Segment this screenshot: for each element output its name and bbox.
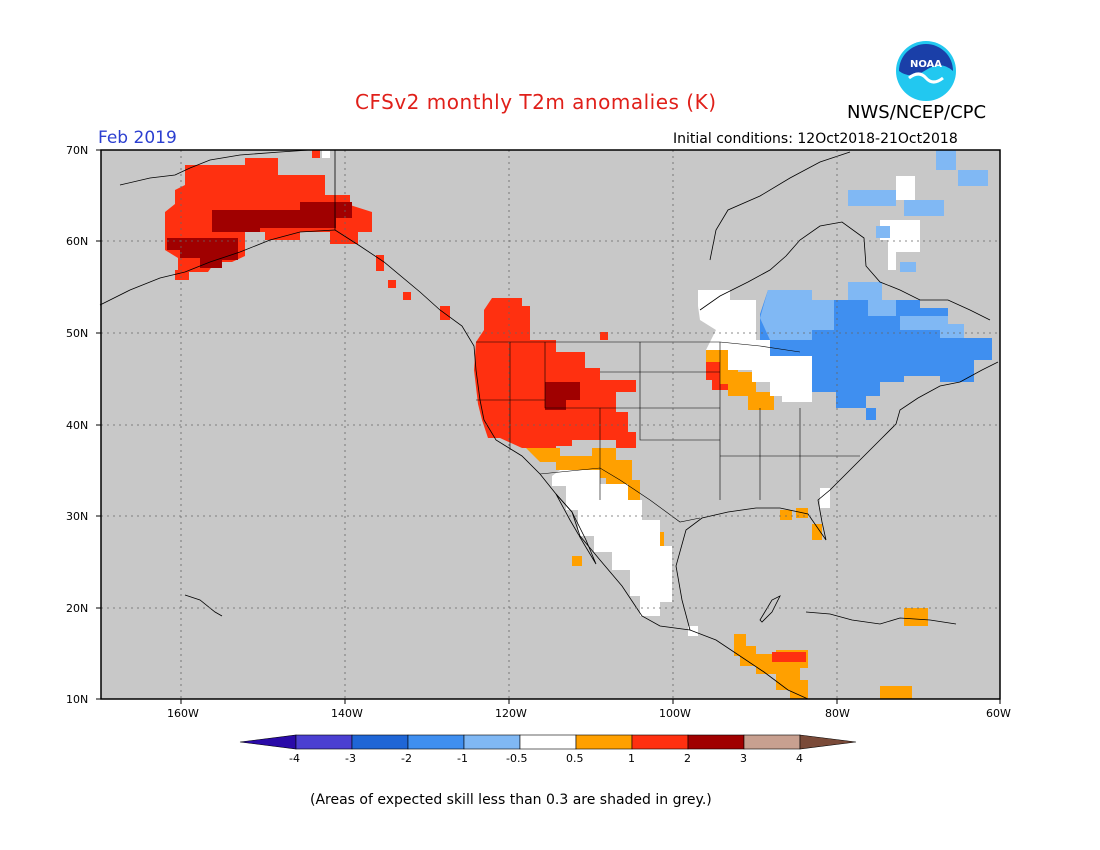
colorbar-label: -3 — [345, 752, 356, 765]
colorbar-label: 3 — [740, 752, 747, 765]
anomaly-cell — [900, 262, 916, 272]
western-us-strong-anomaly — [545, 382, 580, 410]
colorbar-label: 1 — [628, 752, 635, 765]
lat-label-60n: 60N — [66, 235, 89, 248]
colorbar — [239, 734, 857, 750]
forecast-month: Feb 2019 — [98, 128, 177, 148]
mexico-neutral-area — [552, 470, 672, 616]
colorbar-segment — [351, 734, 409, 750]
lat-label-50n: 50N — [66, 327, 89, 340]
anomaly-cell — [896, 176, 915, 200]
colorbar-segment — [519, 734, 577, 750]
noaa-logo: NOAA — [896, 41, 956, 101]
anomaly-cell — [876, 226, 890, 238]
anomaly-cell — [900, 316, 964, 338]
great-lakes-neutral-area — [698, 290, 812, 402]
lon-label-160w: 160W — [167, 707, 199, 720]
western-us-warm-anomaly — [474, 298, 636, 460]
lat-label-40n: 40N — [66, 419, 89, 432]
initial-conditions: Initial conditions: 12Oct2018-21Oct2018 — [673, 131, 958, 147]
midwest-orange-anomaly — [706, 350, 774, 410]
colorbar-label: -1 — [457, 752, 468, 765]
agency-label: NWS/NCEP/CPC — [847, 102, 987, 123]
colorbar-segment — [407, 734, 465, 750]
anomaly-cell — [866, 408, 876, 420]
lon-label-120w: 120W — [495, 707, 527, 720]
colorbar-segment — [295, 734, 353, 750]
alaska-strong-anomaly-sw — [167, 238, 238, 268]
anomaly-cell — [880, 686, 912, 699]
colorbar-segment — [799, 734, 857, 750]
colorbar-segment — [575, 734, 633, 750]
anomaly-cell — [958, 170, 988, 186]
lat-label-70n: 70N — [66, 144, 89, 157]
anomaly-cell — [812, 524, 822, 540]
footnote: (Areas of expected skill less than 0.3 a… — [310, 792, 712, 808]
anomaly-cell — [904, 608, 928, 626]
anomaly-cell — [175, 270, 189, 280]
lon-label-80w: 80W — [825, 707, 850, 720]
anomaly-cell — [780, 510, 792, 520]
anomaly-cells — [165, 150, 992, 699]
lat-label-10n: 10N — [66, 693, 89, 706]
anomaly-cell — [322, 150, 330, 158]
central-america-orange — [734, 634, 808, 699]
colorbar-segment — [239, 734, 297, 750]
anomaly-cell — [848, 282, 896, 316]
colorbar-label: -4 — [289, 752, 300, 765]
anomaly-cell — [403, 292, 411, 300]
alaska-strong-anomaly — [212, 202, 352, 232]
colorbar-segment — [687, 734, 745, 750]
colorbar-segment — [631, 734, 689, 750]
anomaly-cell — [820, 488, 830, 508]
anomaly-cell — [388, 280, 396, 288]
southwest-orange-anomaly — [526, 448, 640, 500]
anomaly-cell — [440, 306, 450, 320]
anomaly-cell — [848, 190, 896, 206]
colorbar-label: 2 — [684, 752, 691, 765]
anomaly-cell — [904, 200, 944, 216]
axis-ticks — [96, 149, 1001, 704]
anomaly-cell — [772, 652, 806, 662]
anomaly-cell — [572, 556, 582, 566]
political-borders — [476, 341, 860, 523]
lon-label-100w: 100W — [659, 707, 691, 720]
lat-label-20n: 20N — [66, 602, 89, 615]
colorbar-label: 0.5 — [566, 752, 584, 765]
anomaly-cell — [376, 255, 384, 271]
colorbar-segment — [743, 734, 801, 750]
colorbar-label: -2 — [401, 752, 412, 765]
colorbar-label: 4 — [796, 752, 803, 765]
lon-label-140w: 140W — [331, 707, 363, 720]
lat-label-30n: 30N — [66, 510, 89, 523]
anomaly-cell — [312, 150, 320, 158]
colorbar-segment — [463, 734, 521, 750]
colorbar-label: -0.5 — [506, 752, 528, 765]
lon-label-60w: 60W — [986, 707, 1011, 720]
anomaly-cell — [936, 150, 956, 170]
anomaly-cell — [600, 332, 608, 340]
midwest-red-cells — [706, 362, 728, 390]
eastern-canada-light-blue — [760, 290, 834, 340]
logo-text: NOAA — [910, 59, 942, 70]
gridlines — [101, 150, 1000, 699]
map-title: CFSv2 monthly T2m anomalies (K) — [355, 90, 717, 114]
